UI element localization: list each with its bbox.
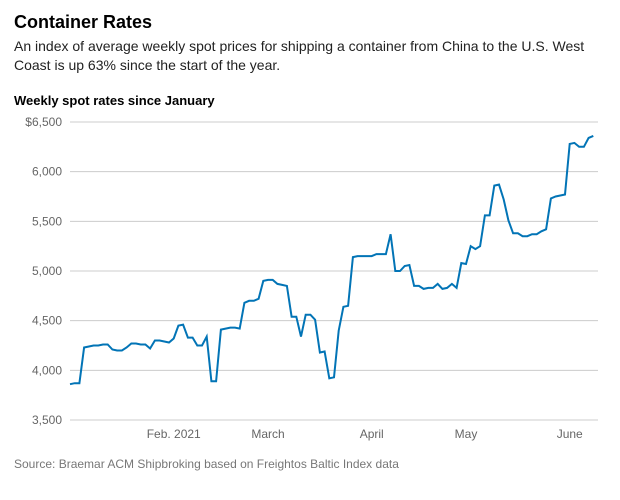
x-tick-label: June bbox=[557, 427, 583, 441]
x-tick-label: April bbox=[360, 427, 384, 441]
y-tick-label: 4,500 bbox=[32, 313, 62, 327]
chart-subtitle: An index of average weekly spot prices f… bbox=[14, 37, 606, 75]
chart-title: Container Rates bbox=[14, 12, 606, 33]
chart-source: Source: Braemar ACM Shipbroking based on… bbox=[14, 457, 606, 471]
y-tick-label: 5,000 bbox=[32, 264, 62, 278]
y-tick-label: 6,000 bbox=[32, 164, 62, 178]
x-tick-label: Feb. 2021 bbox=[147, 427, 201, 441]
y-tick-label: $6,500 bbox=[25, 116, 62, 129]
rate-series-line bbox=[70, 136, 593, 384]
chart-axis-label: Weekly spot rates since January bbox=[14, 93, 606, 108]
chart-svg: 3,500 4,000 4,500 5,000 5,500 6,000 $6,500 Feb.… bbox=[14, 116, 606, 446]
y-tick-label: 4,000 bbox=[32, 363, 62, 377]
y-tick-label: 5,500 bbox=[32, 214, 62, 228]
x-tick-label: May bbox=[455, 427, 478, 441]
x-tick-label: March bbox=[251, 427, 284, 441]
y-tick-label: 3,500 bbox=[32, 413, 62, 427]
line-chart: 3,500 4,000 4,500 5,000 5,500 6,000 $6,500 Feb.… bbox=[14, 116, 606, 451]
